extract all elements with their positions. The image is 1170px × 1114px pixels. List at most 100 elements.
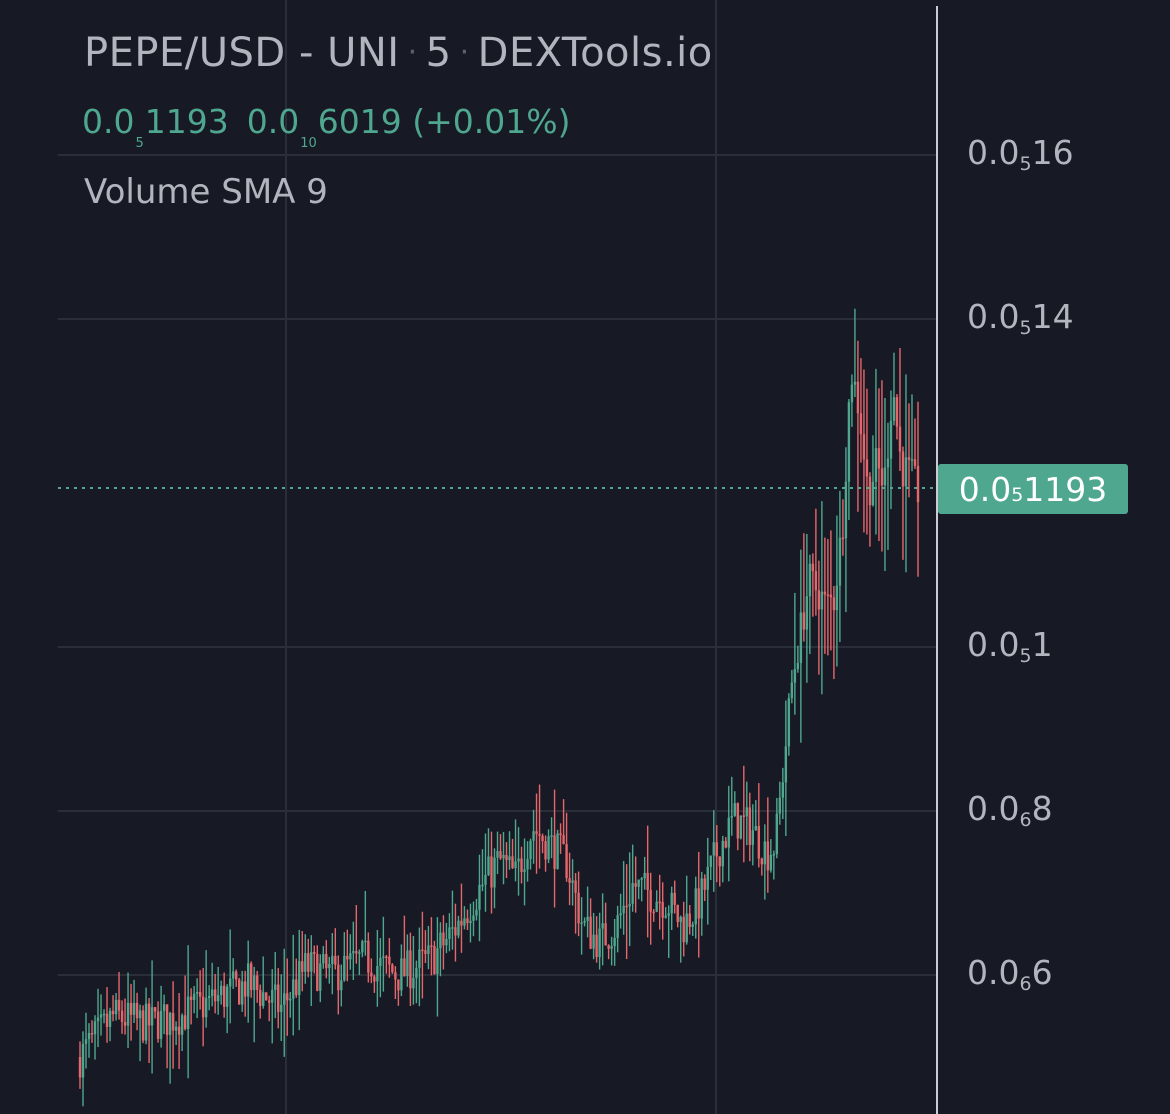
candle-body — [757, 826, 761, 859]
candle-body — [240, 981, 244, 1005]
candle-body — [283, 993, 286, 1005]
candle-up — [805, 534, 809, 683]
candle-up — [436, 917, 439, 1017]
candle-down — [661, 882, 664, 940]
candle-body — [568, 878, 571, 883]
candle-up — [850, 374, 854, 427]
candle-body — [904, 457, 908, 487]
candle-down — [652, 908, 655, 922]
candle-body — [460, 920, 463, 926]
candle-up — [808, 554, 812, 655]
candle-up — [427, 925, 430, 970]
candle-down — [268, 995, 271, 1022]
price-axis-tick-label: 0.068 — [967, 789, 1053, 831]
candle-down — [880, 380, 884, 552]
candle-up — [292, 934, 295, 1036]
candle-body — [673, 892, 676, 905]
candle-down — [748, 792, 751, 862]
candle-down — [817, 560, 821, 675]
candle-body — [487, 856, 490, 875]
candle-body — [595, 934, 598, 958]
candle-down — [505, 842, 508, 879]
candle-body — [156, 1011, 160, 1039]
candle-up — [667, 905, 670, 958]
candle-up — [523, 838, 526, 906]
candle-up — [132, 979, 136, 1023]
candle-body — [640, 878, 643, 880]
candle-up — [159, 985, 163, 1048]
candle-up — [754, 800, 758, 831]
candle-up — [751, 804, 755, 866]
candle-body — [307, 953, 310, 972]
candle-body — [126, 1002, 130, 1026]
candle-body — [502, 854, 505, 859]
candle-body — [295, 979, 298, 996]
price-axis-tick-label: 0.0514 — [967, 297, 1074, 339]
candle-body — [424, 950, 427, 954]
candle-body — [805, 596, 809, 630]
candle-down — [430, 917, 433, 976]
candle-down — [373, 974, 376, 993]
candle-up — [583, 917, 586, 927]
candle-up — [138, 1004, 142, 1062]
candle-body — [271, 989, 274, 1003]
candle-body — [709, 855, 712, 867]
candle-body — [913, 459, 917, 466]
candle-up — [448, 913, 451, 952]
candle-body — [376, 965, 379, 982]
candle-up — [247, 940, 250, 1023]
candle-body — [361, 941, 364, 953]
candle-up — [93, 1015, 97, 1060]
candle-up — [910, 394, 914, 472]
candle-body — [682, 916, 685, 943]
candle-body — [409, 950, 412, 989]
candle-down — [403, 915, 406, 977]
candle-up — [580, 897, 583, 955]
candle-body — [418, 949, 421, 968]
candle-up — [144, 987, 148, 1045]
candle-body — [469, 920, 472, 924]
candle-body — [754, 826, 758, 831]
candle-body — [262, 992, 265, 1006]
candle-up — [228, 929, 232, 1024]
volume-indicator-legend[interactable]: Volume SMA 9 — [84, 172, 328, 212]
candle-up — [643, 856, 646, 890]
candle-up — [168, 1011, 172, 1084]
candle-up — [84, 1012, 88, 1069]
candle-body — [231, 971, 235, 979]
candle-up — [712, 810, 715, 892]
candle-up — [180, 1013, 184, 1052]
candle-body — [234, 971, 238, 980]
candle-body — [664, 915, 667, 918]
candle-up — [253, 966, 256, 1043]
candle-body — [610, 945, 613, 949]
candle-body — [292, 979, 295, 999]
candle-up — [592, 912, 595, 960]
candle-body — [898, 426, 902, 452]
candle-body — [496, 851, 499, 858]
candle-body — [162, 1004, 166, 1011]
candle-body — [331, 955, 334, 965]
candle-body — [99, 1014, 103, 1018]
candle-down — [826, 539, 830, 656]
candle-down — [243, 970, 247, 1017]
candle-up — [108, 1007, 112, 1042]
candle-up — [772, 850, 776, 880]
change-value: 0.0106019 — [246, 102, 402, 151]
symbol-legend[interactable]: PEPE/USD - UNI · 5 · DEXTools.io — [84, 30, 713, 76]
candle-up — [694, 876, 697, 939]
candle-body — [853, 381, 857, 385]
candle-body — [472, 915, 475, 921]
candle-down — [697, 851, 700, 958]
candle-up — [631, 844, 634, 912]
candle-body — [243, 981, 247, 997]
candle-up — [796, 645, 800, 673]
candle-up — [469, 903, 472, 943]
candle-up — [406, 934, 409, 987]
candle-down — [634, 856, 637, 913]
candle-down — [553, 789, 556, 908]
candle-down — [442, 915, 445, 970]
candle-body — [586, 916, 589, 921]
